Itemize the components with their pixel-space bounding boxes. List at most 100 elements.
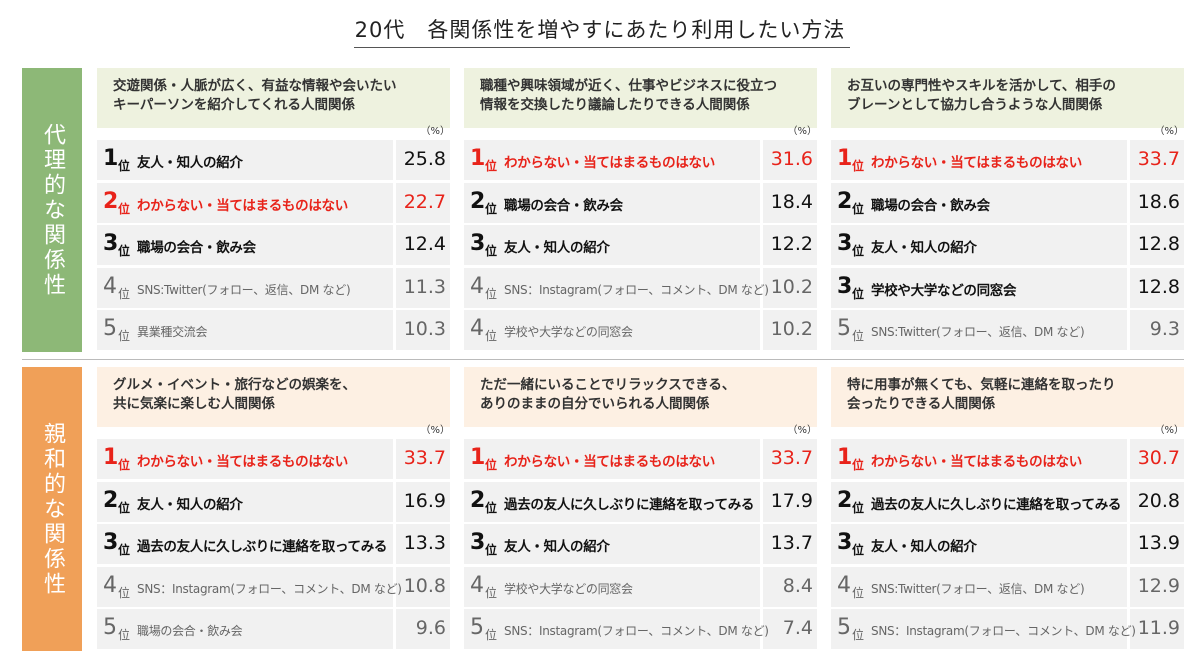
item-value: 11.3 <box>403 275 446 298</box>
item-value: 12.4 <box>403 233 446 255</box>
row-background <box>831 439 1127 479</box>
header-line: 交遊関係・人脈が広く、有益な情報や会いたい <box>113 78 397 94</box>
item-label: 友人・知人の紹介 <box>504 539 610 555</box>
separator <box>22 359 1184 360</box>
item-label: SNS：Instagram(フォロー、コメント、DM など) <box>504 282 769 297</box>
row-background <box>831 140 1127 180</box>
unit: （%） <box>1154 425 1184 436</box>
rank: 1 <box>470 146 486 171</box>
value-background <box>763 310 817 350</box>
value-background <box>396 566 450 607</box>
value-background <box>1130 267 1184 308</box>
item-label: 友人・知人の紹介 <box>137 155 243 171</box>
panel-header: ただ一緒にいることでリラックスできる、 ありのままの自分でいられる人間関係 <box>464 367 817 427</box>
item-label: わからない・当てはまるものはない <box>871 155 1082 171</box>
item-value: 10.2 <box>770 275 813 298</box>
rank: 4 <box>103 273 117 299</box>
row-background <box>97 182 393 223</box>
rank-suffix: 位 <box>852 244 865 258</box>
value-background <box>1130 225 1184 265</box>
rank: 3 <box>837 231 853 256</box>
row-background <box>464 140 760 180</box>
value-background <box>1130 524 1184 564</box>
item-value: 18.6 <box>1137 190 1180 213</box>
item-label: 過去の友人に久しぶりに連絡を取ってみる <box>871 496 1122 513</box>
unit: （%） <box>787 425 817 436</box>
value-background <box>396 267 450 308</box>
value-background <box>396 439 450 479</box>
item-label: 過去の友人に久しぶりに連絡を取ってみる <box>137 539 388 555</box>
row-background <box>97 225 393 265</box>
group-label: 代理的な関係性 <box>22 68 82 352</box>
item-label: 学校や大学などの同窓会 <box>504 581 633 596</box>
row-background <box>464 439 760 479</box>
rank-suffix: 位 <box>118 458 131 472</box>
rank-suffix: 位 <box>852 458 865 472</box>
item-value: 18.4 <box>770 190 813 213</box>
item-value: 17.9 <box>770 489 813 512</box>
item-label: 友人・知人の紹介 <box>871 240 977 256</box>
value-background <box>396 140 450 180</box>
rank: 3 <box>837 530 853 555</box>
value-background <box>763 439 817 479</box>
item-value: 12.8 <box>1137 233 1180 255</box>
panel-header: グルメ・イベント・旅行などの娯楽を、 共に気楽に楽しむ人間関係 <box>97 367 450 427</box>
value-background <box>763 225 817 265</box>
row-background <box>97 267 393 308</box>
unit: （%） <box>420 425 450 436</box>
item-value: 33.7 <box>1137 148 1180 170</box>
item-value: 10.8 <box>403 574 446 597</box>
rank: 2 <box>837 188 853 214</box>
rank: 1 <box>470 445 486 470</box>
value-background <box>1130 481 1184 522</box>
item-value: 33.7 <box>770 447 813 469</box>
row-background <box>97 609 393 649</box>
rank: 2 <box>103 487 119 513</box>
value-background <box>1130 609 1184 649</box>
rank-suffix: 位 <box>118 201 131 216</box>
item-value: 31.6 <box>770 148 813 170</box>
rank-suffix: 位 <box>118 543 131 557</box>
item-label: 友人・知人の紹介 <box>504 240 610 256</box>
row-background <box>831 225 1127 265</box>
item-value: 33.7 <box>403 447 446 469</box>
rank: 4 <box>470 572 484 598</box>
rank: 4 <box>103 572 117 598</box>
item-label: SNS：Instagram(フォロー、コメント、DM など) <box>137 581 402 596</box>
rank-suffix: 位 <box>852 500 865 515</box>
row-background <box>464 267 760 308</box>
item-value: 13.3 <box>403 532 446 554</box>
row-background <box>831 524 1127 564</box>
row-background <box>464 481 760 522</box>
value-background <box>763 566 817 607</box>
rank-suffix: 位 <box>118 159 131 173</box>
item-value: 9.6 <box>415 617 446 639</box>
rank: 2 <box>103 188 119 214</box>
rank: 4 <box>837 572 851 598</box>
item-value: 10.2 <box>770 318 813 340</box>
item-value: 8.4 <box>782 574 813 597</box>
item-label: 友人・知人の紹介 <box>137 496 243 513</box>
rank-suffix: 位 <box>485 543 498 557</box>
row-background <box>831 182 1127 223</box>
rank: 4 <box>470 316 484 341</box>
rank: 1 <box>837 146 853 171</box>
item-value: 13.9 <box>1137 532 1180 554</box>
item-value: 13.7 <box>770 532 813 554</box>
rank-suffix: 位 <box>485 159 498 173</box>
rank-suffix: 位 <box>118 329 131 343</box>
title: 20代 各関係性を増やすにあたり利用したい方法 <box>354 18 846 42</box>
item-label: SNS：Instagram(フォロー、コメント、DM など) <box>871 624 1136 638</box>
value-background <box>763 140 817 180</box>
panel-header: 交遊関係・人脈が広く、有益な情報や会いたい キーパーソンを紹介してくれる人間関係 <box>97 68 450 128</box>
row-background <box>97 439 393 479</box>
value-background <box>396 225 450 265</box>
value-background <box>396 481 450 522</box>
value-background <box>396 310 450 350</box>
value-background <box>396 182 450 223</box>
header-line: キーパーソンを紹介してくれる人間関係 <box>113 97 356 113</box>
row-background <box>97 566 393 607</box>
rank-suffix: 位 <box>852 543 865 557</box>
item-label: わからない・当てはまるものはない <box>871 454 1082 470</box>
rank: 3 <box>470 530 486 555</box>
